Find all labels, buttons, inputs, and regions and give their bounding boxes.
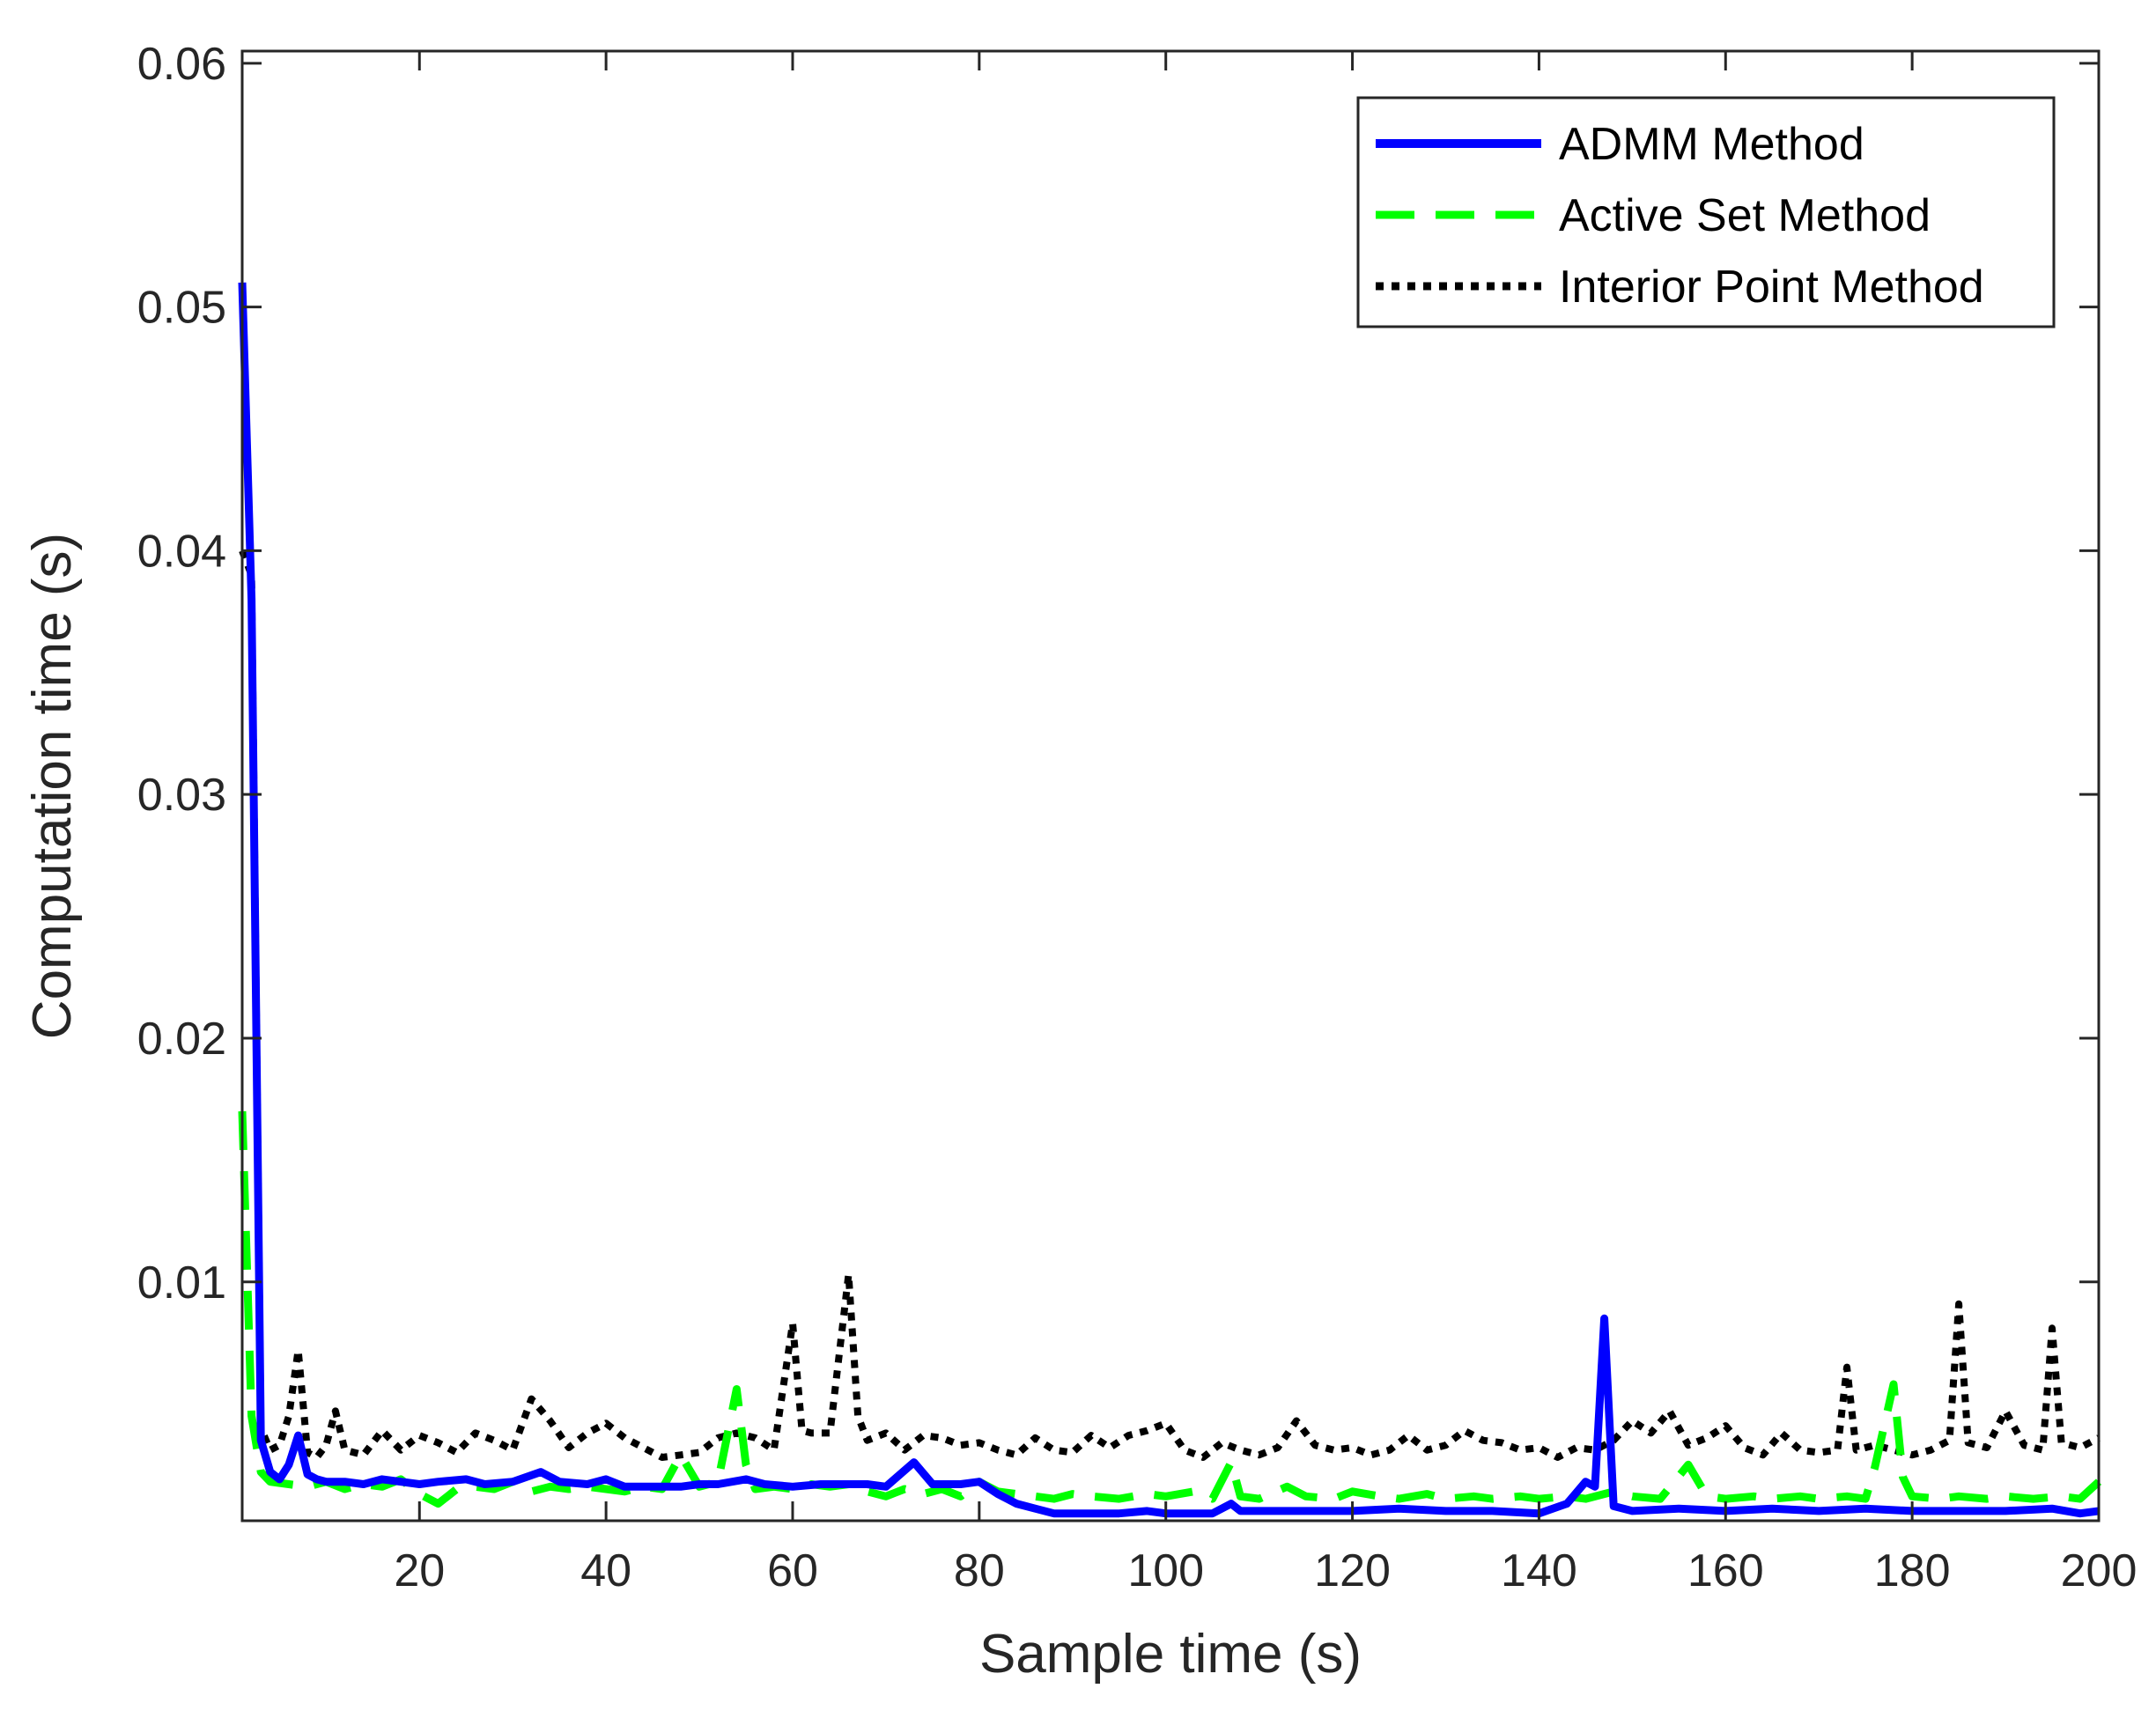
plot-area-border xyxy=(240,49,2101,1523)
series-line-admm-method xyxy=(238,282,2100,1518)
x-tick-label: 40 xyxy=(580,1545,631,1596)
x-tick-label: 80 xyxy=(954,1545,1005,1596)
legend-label: Active Set Method xyxy=(1559,190,1931,241)
legend-label: Interior Point Method xyxy=(1559,262,1984,313)
x-tick-label: 20 xyxy=(394,1545,445,1596)
y-axis-title: Computation time (s) xyxy=(22,533,83,1039)
series-layer xyxy=(238,282,2102,1518)
x-tick-label: 120 xyxy=(1314,1545,1391,1596)
x-tick-label: 200 xyxy=(2061,1545,2138,1596)
axes-layer: 20 40 60 80 100 120 140 160 180 200 0.01 0.02 0.03 0.… xyxy=(137,39,2138,1596)
y-tick-label: 0.04 xyxy=(137,526,226,577)
y-tick-label: 0.01 xyxy=(137,1257,226,1309)
series-line-interior-point-method xyxy=(239,549,2101,1461)
y-tick-label: 0.05 xyxy=(137,283,226,334)
y-tick-label: 0.03 xyxy=(137,770,226,821)
x-tick-label: 100 xyxy=(1127,1545,1204,1596)
y-tick-label: 0.06 xyxy=(137,39,226,90)
y-tick-label: 0.02 xyxy=(137,1014,226,1065)
x-tick-label: 140 xyxy=(1501,1545,1577,1596)
x-tick-label: 160 xyxy=(1687,1545,1764,1596)
x-tick-label: 60 xyxy=(767,1545,818,1596)
legend: ADMM Method Active Set Method Interior Poi… xyxy=(1356,96,2056,328)
legend-label: ADMM Method xyxy=(1559,119,1864,170)
x-axis-title: Sample time (s) xyxy=(979,1624,1362,1685)
x-tick-label: 180 xyxy=(1874,1545,1951,1596)
